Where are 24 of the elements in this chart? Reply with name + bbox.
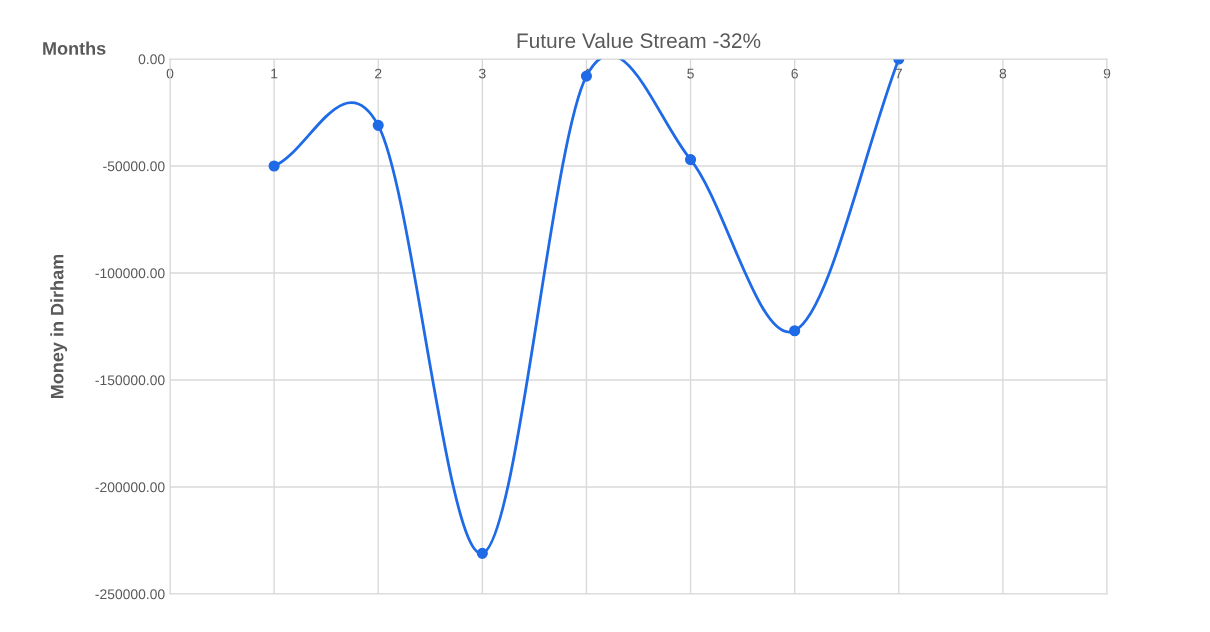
y-tick-label: -150000.00	[95, 375, 165, 386]
point	[684, 154, 697, 166]
chart-title: Future Value Stream -32%	[517, 32, 761, 49]
x-tick-label: 9	[1103, 68, 1111, 79]
y-tick-label: -200000.00	[95, 482, 165, 493]
x-axis-title: Months	[43, 41, 106, 55]
x-tick-label: 6	[791, 68, 798, 79]
point	[476, 547, 488, 559]
y-tick-label: -50000.00	[103, 161, 165, 172]
point	[268, 160, 280, 172]
y-axis-title: Money in Dirham	[50, 254, 68, 399]
point	[789, 325, 801, 337]
y-tick-label: -100000.00	[95, 268, 165, 279]
point	[580, 70, 593, 82]
x-tick-label: 7	[895, 68, 902, 79]
x-tick-label: 3	[479, 68, 486, 79]
x-tick-label: 5	[687, 68, 694, 79]
point	[372, 119, 384, 131]
x-tick-label: 8	[999, 68, 1007, 79]
x-tick-label: 1	[271, 68, 278, 79]
x-tick-label: 0	[166, 68, 174, 79]
y-tick-label: 0.00	[138, 54, 165, 65]
x-tick-label: 2	[375, 68, 382, 79]
y-tick-label: -250000.00	[95, 589, 165, 600]
